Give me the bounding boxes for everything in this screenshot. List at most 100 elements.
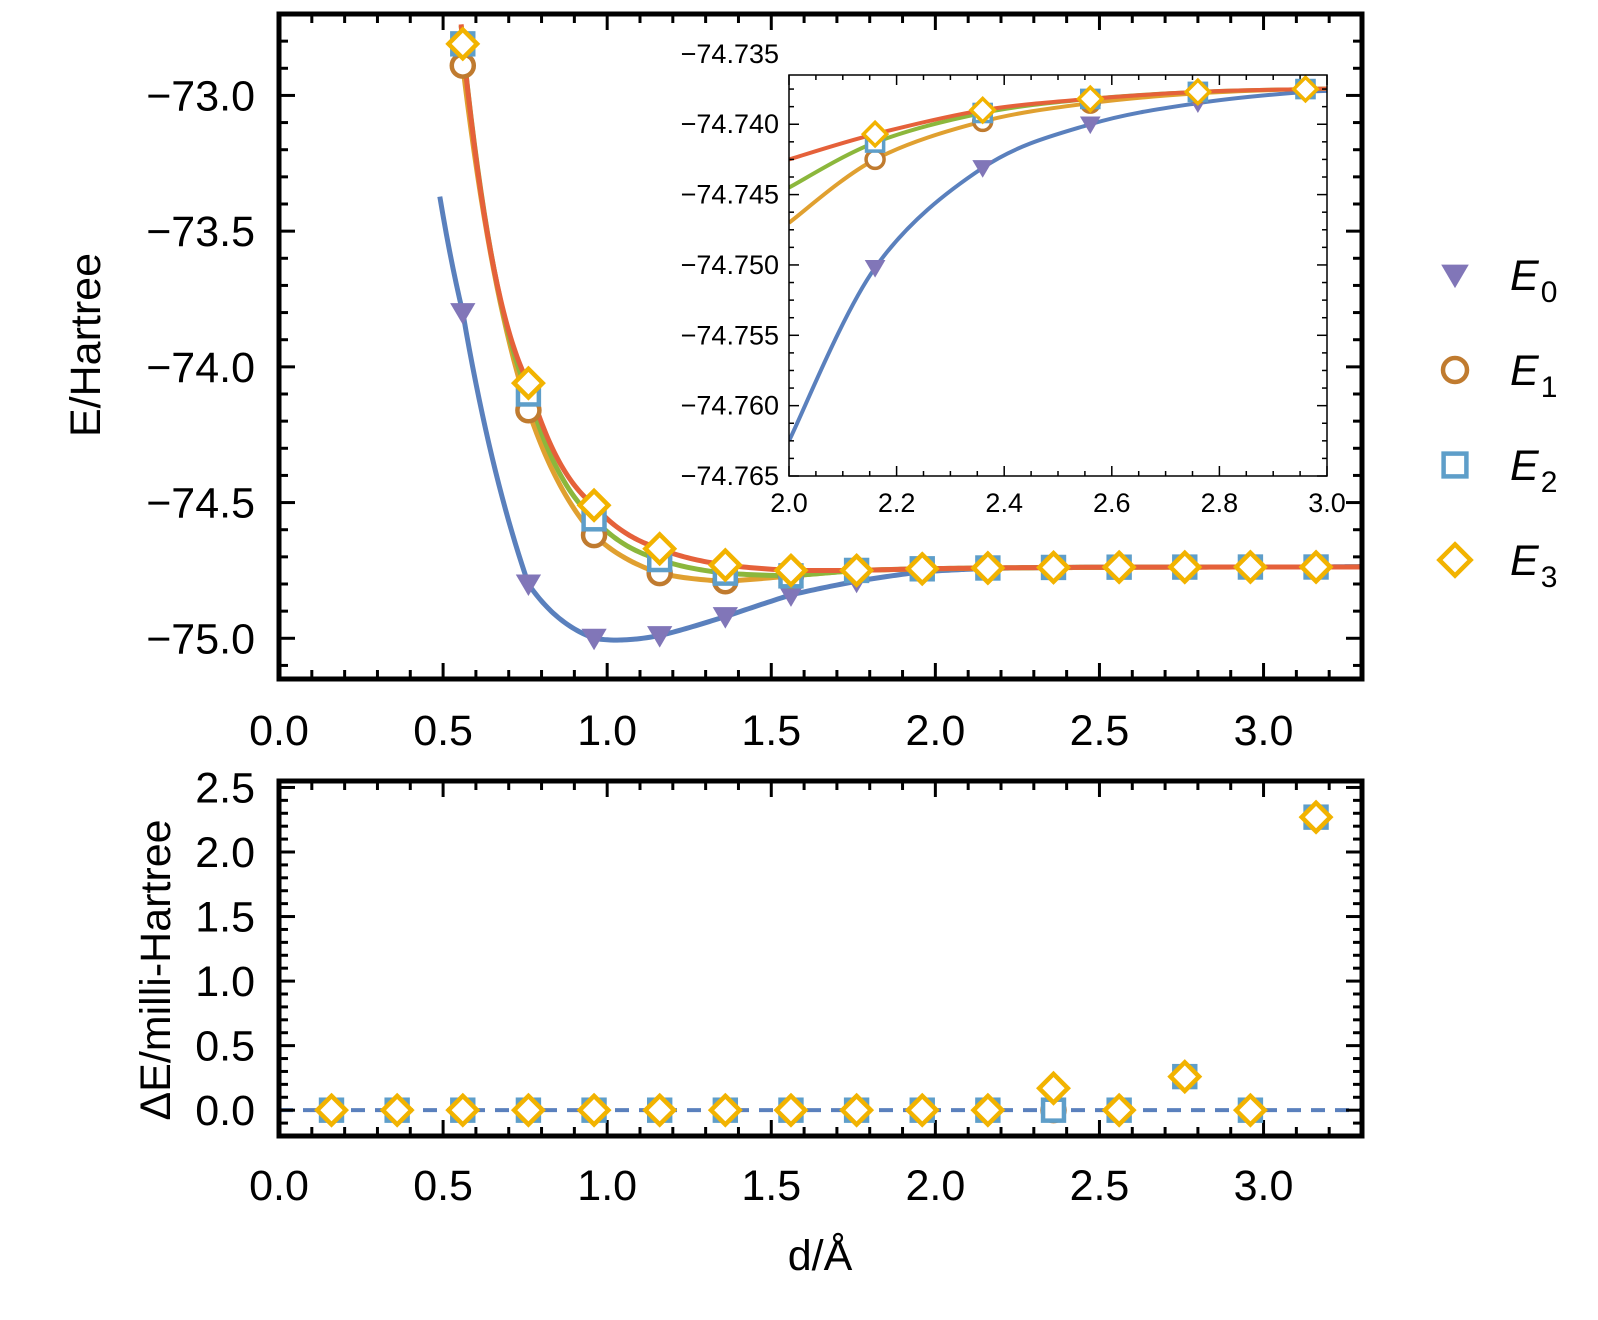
x-tick-label: 2.2	[878, 488, 916, 518]
delta-plot-frame	[276, 778, 1365, 1139]
legend-label-subscript: 2	[1541, 466, 1558, 499]
inset-point-E3	[860, 119, 890, 149]
x-tick-label: 2.5	[1070, 707, 1130, 755]
legend-item-E0: E0	[1441, 252, 1557, 309]
delta-point-E3	[314, 1092, 349, 1128]
y-tick-label: 1.5	[195, 894, 255, 942]
y-tick-label: −74.765	[681, 461, 779, 491]
main-point-E0	[450, 303, 476, 325]
legend-label-E3: E3	[1510, 537, 1557, 594]
x-tick-label: 2.0	[905, 1162, 965, 1210]
legend-label-base: E	[1510, 442, 1540, 490]
y-tick-label: −74.0	[146, 344, 255, 392]
legend-marker-E0-icon	[1441, 264, 1469, 289]
main-point-E3	[1101, 549, 1137, 585]
legend-marker-E3-icon	[1436, 541, 1474, 579]
x-tick-label: 2.4	[985, 488, 1023, 518]
y-tick-label: −74.750	[681, 250, 779, 280]
delta-point-E3	[1167, 1059, 1203, 1095]
main-point-E3	[445, 26, 481, 62]
inset-point-E3	[1291, 74, 1320, 104]
legend-label-E0: E0	[1510, 252, 1557, 309]
main-point-E3	[1167, 549, 1203, 585]
x-tick-label: 3.0	[1308, 488, 1346, 518]
inset-point-E3	[1183, 77, 1213, 107]
inset-frame	[788, 74, 1328, 477]
x-tick-label: 0.5	[413, 707, 473, 755]
x-tick-label: 1.5	[741, 707, 801, 755]
x-tick-label: 0.0	[249, 1162, 309, 1210]
delta-point-E3	[1101, 1092, 1137, 1128]
legend-label-subscript: 1	[1541, 371, 1558, 404]
main-x-tick-labels: 0.0 0.5 1.0 1.5 2.0 2.5 3.0	[249, 707, 1293, 755]
delta-point-E3	[510, 1092, 546, 1128]
main-y-tick-labels: −75.0 −74.5 −74.0 −73.5 −73.0	[146, 72, 255, 663]
y-tick-label: 0.5	[195, 1023, 255, 1071]
y-tick-label: −74.740	[681, 109, 779, 139]
legend-marker-E1-icon	[1440, 355, 1470, 385]
y-tick-label: −74.755	[681, 320, 779, 350]
main-point-E3	[839, 552, 875, 588]
main-point-E3	[970, 550, 1006, 586]
delta-point-E3	[576, 1092, 612, 1128]
delta-markers	[314, 799, 1334, 1128]
main-point-E3	[510, 365, 546, 401]
main-point-E3	[1232, 549, 1268, 585]
delta-x-tick-labels: 0.0 0.5 1.0 1.5 2.0 2.5 3.0	[249, 1162, 1293, 1210]
y-tick-label: 1.0	[195, 958, 255, 1006]
legend-label-E1: E1	[1510, 347, 1557, 404]
main-markers	[445, 26, 1334, 651]
main-energy-plot: 0.0 0.5 1.0 1.5 2.0 2.5 3.0 −75.0 −74.5 −74.0 −73…	[146, 11, 1365, 755]
legend-item-E1: E1	[1440, 347, 1557, 404]
legend-label-base: E	[1510, 537, 1540, 585]
delta-point-E3	[970, 1092, 1006, 1128]
delta-point-E3	[904, 1092, 940, 1128]
top-y-axis-title: E/Hartree	[62, 253, 110, 437]
x-tick-label: 2.0	[905, 707, 965, 755]
main-point-E3	[707, 547, 743, 583]
x-tick-label: 3.0	[1234, 1162, 1294, 1210]
inset-curve-E0	[789, 88, 1327, 442]
main-point-E0	[712, 607, 738, 629]
legend-item-E2: E2	[1441, 442, 1557, 499]
main-plot-frame	[276, 11, 1365, 682]
main-point-E0	[581, 628, 607, 651]
y-tick-label: −74.735	[681, 39, 779, 69]
inset-plot: 2.0 2.2 2.4 2.6 2.8 3.0 −74.765 −74.760 −74.755…	[681, 39, 1346, 518]
x-tick-label: 2.5	[1070, 1162, 1130, 1210]
delta-point-E3	[642, 1092, 678, 1128]
x-tick-label: 2.6	[1093, 488, 1131, 518]
x-tick-label: 2.0	[770, 488, 808, 518]
x-tick-label: 1.0	[577, 1162, 637, 1210]
inset-point-E0	[1079, 116, 1101, 135]
legend-label-subscript: 0	[1541, 276, 1558, 309]
main-point-E0	[647, 626, 673, 648]
delta-point-E3	[379, 1092, 415, 1128]
inset-point-E1	[864, 148, 886, 171]
y-tick-label: −75.0	[146, 615, 255, 663]
inset-x-tick-labels: 2.0 2.2 2.4 2.6 2.8 3.0	[770, 488, 1346, 518]
main-point-E3	[1298, 549, 1334, 585]
delta-point-E3	[1036, 1070, 1071, 1106]
inset-point-E3	[1076, 84, 1105, 114]
y-tick-label: −73.0	[146, 72, 255, 120]
x-tick-label: 2.8	[1201, 488, 1239, 518]
y-tick-label: −74.760	[681, 391, 779, 421]
delta-point-E3	[773, 1092, 809, 1128]
x-axis-title: d/Å	[788, 1232, 853, 1280]
inset-point-E3	[968, 96, 997, 125]
delta-point-E3	[707, 1092, 743, 1128]
x-tick-label: 1.5	[741, 1162, 801, 1210]
x-tick-label: 0.5	[413, 1162, 473, 1210]
x-tick-label: 0.0	[249, 707, 309, 755]
main-point-E3	[576, 487, 612, 523]
inset-y-tick-labels: −74.765 −74.760 −74.755 −74.750 −74.745 −74.7…	[681, 39, 779, 491]
delta-point-E3	[839, 1092, 875, 1128]
legend-label-E2: E2	[1510, 442, 1557, 499]
legend-label-subscript: 3	[1541, 561, 1558, 594]
y-tick-label: −73.5	[146, 208, 255, 256]
y-tick-label: −74.5	[146, 480, 255, 528]
bottom-y-axis-title: ΔE/milli-Hartree	[132, 819, 180, 1120]
